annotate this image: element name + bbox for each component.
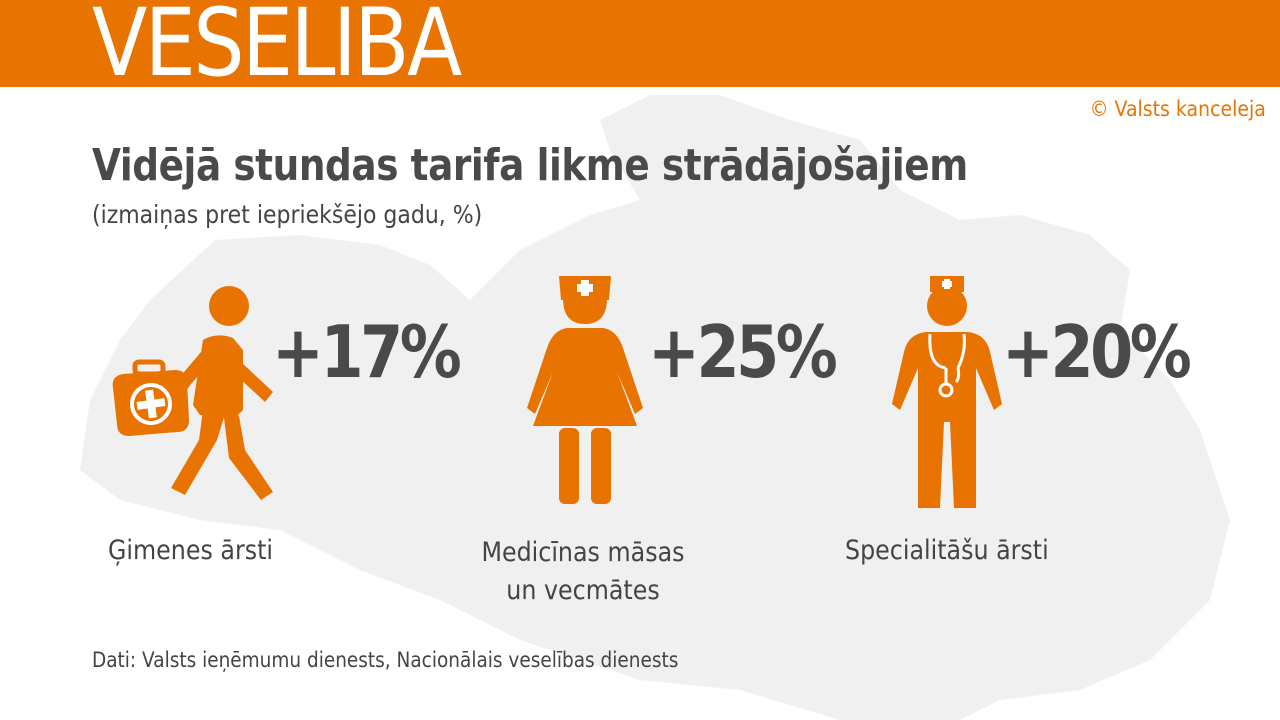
doctor-stethoscope-icon — [892, 276, 1002, 508]
label-medicinas-masas-line1: Medicīnas māsas — [481, 537, 685, 568]
source-note: Dati: Valsts ieņēmumu dienests, Nacionāl… — [92, 648, 679, 672]
page-header-title: VESELĪBA — [92, 0, 462, 98]
label-gimenes-arsti: Ģimenes ārsti — [108, 535, 274, 566]
label-medicinas-masas: Medicīnas māsas un vecmātes — [473, 534, 693, 610]
nurse-icon — [527, 276, 643, 504]
page-title: Vidējā stundas tarifa likme strādājošaji… — [92, 140, 968, 191]
value-specialitasu-arsti: +20% — [1002, 310, 1192, 394]
walking-doctor-icon — [112, 286, 273, 500]
page-subtitle: (izmaiņas pret iepriekšējo gadu, %) — [92, 200, 483, 229]
label-specialitasu-arsti: Specialitāšu ārsti — [845, 535, 1049, 566]
value-gimenes-arsti: +17% — [272, 310, 462, 394]
value-medicinas-masas: +25% — [648, 310, 838, 394]
label-medicinas-masas-line2: un vecmātes — [506, 575, 660, 606]
copyright-text: © Valsts kanceleja — [1089, 97, 1266, 121]
header-band — [0, 0, 1280, 87]
